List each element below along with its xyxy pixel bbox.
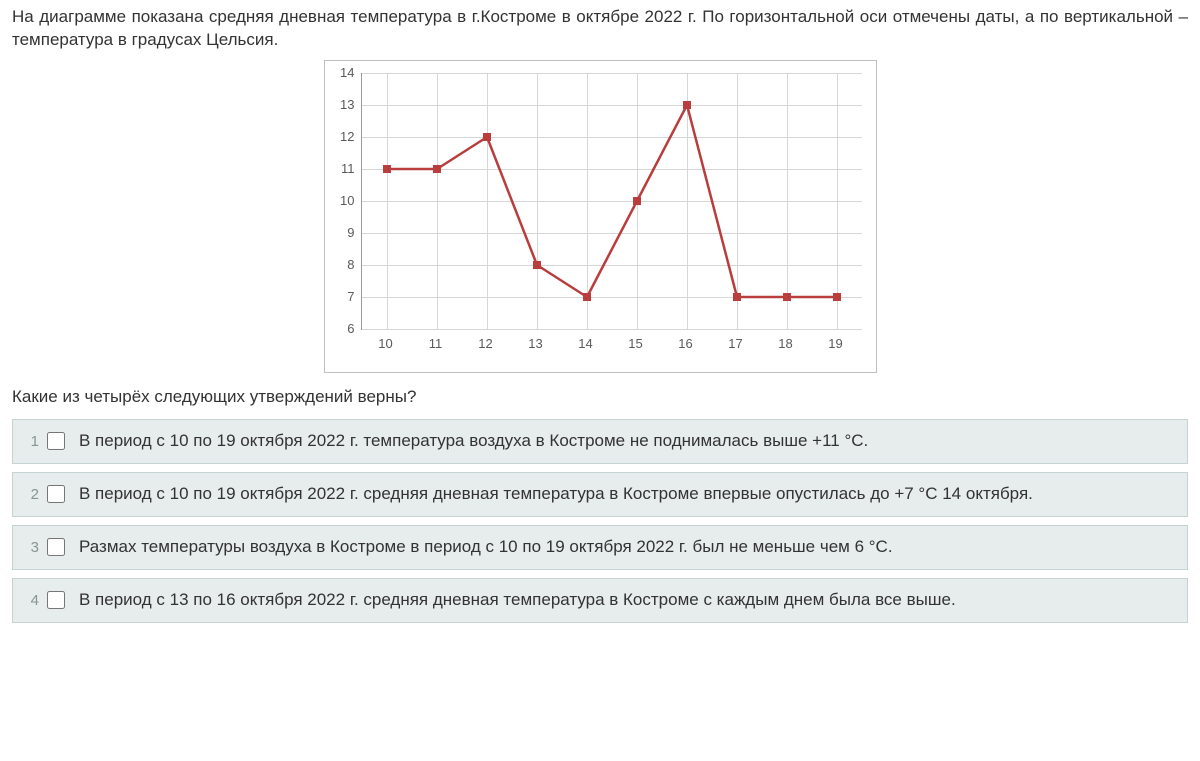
x-tick-label: 16 bbox=[678, 336, 692, 351]
x-tick-label: 19 bbox=[828, 336, 842, 351]
chart-marker bbox=[533, 261, 541, 269]
answer-number: 4 bbox=[21, 589, 39, 611]
answer-option: 1 В период с 10 по 19 октября 2022 г. тем… bbox=[12, 419, 1188, 464]
chart-marker bbox=[683, 101, 691, 109]
answer-option: 4 В период с 13 по 16 октября 2022 г. сре… bbox=[12, 578, 1188, 623]
chart-marker bbox=[433, 165, 441, 173]
answer-number: 3 bbox=[21, 536, 39, 558]
question-text: Какие из четырёх следующих утверждений в… bbox=[12, 387, 1188, 407]
chart-marker bbox=[483, 133, 491, 141]
chart-marker bbox=[833, 293, 841, 301]
answers-list: 1 В период с 10 по 19 октября 2022 г. тем… bbox=[12, 419, 1188, 623]
chart-marker bbox=[633, 197, 641, 205]
answer-option: 2 В период с 10 по 19 октября 2022 г. сре… bbox=[12, 472, 1188, 517]
y-axis: 67891011121314 bbox=[335, 73, 355, 329]
answer-text: В период с 10 по 19 октября 2022 г. темп… bbox=[79, 430, 1175, 453]
answer-option: 3 Размах температуры воздуха в Костроме в… bbox=[12, 525, 1188, 570]
x-tick-label: 14 bbox=[578, 336, 592, 351]
answer-checkbox[interactable] bbox=[47, 591, 65, 609]
x-tick-label: 13 bbox=[528, 336, 542, 351]
chart-marker bbox=[583, 293, 591, 301]
answer-checkbox[interactable] bbox=[47, 432, 65, 450]
x-tick-label: 11 bbox=[429, 336, 443, 351]
answer-number: 2 bbox=[21, 483, 39, 505]
chart-line bbox=[387, 105, 837, 297]
chart-marker bbox=[783, 293, 791, 301]
x-tick-label: 12 bbox=[478, 336, 492, 351]
x-tick-label: 17 bbox=[728, 336, 742, 351]
problem-statement: На диаграмме показана средняя дневная те… bbox=[12, 6, 1188, 52]
chart-marker bbox=[383, 165, 391, 173]
answer-number: 1 bbox=[21, 430, 39, 452]
chart-frame: 67891011121314 10 11 12 13 14 15 16 17 18 19 bbox=[324, 60, 877, 373]
answer-text: Размах температуры воздуха в Костроме в … bbox=[79, 536, 1175, 559]
answer-text: В период с 10 по 19 октября 2022 г. сред… bbox=[79, 483, 1175, 506]
answer-text: В период с 13 по 16 октября 2022 г. сред… bbox=[79, 589, 1175, 612]
x-axis: 10 11 12 13 14 15 16 17 18 19 bbox=[361, 336, 862, 354]
chart-svg bbox=[362, 73, 862, 329]
x-tick-label: 15 bbox=[628, 336, 642, 351]
answer-checkbox[interactable] bbox=[47, 538, 65, 556]
x-tick-label: 10 bbox=[378, 336, 392, 351]
chart-container: 67891011121314 10 11 12 13 14 15 16 17 18 19 bbox=[12, 60, 1188, 373]
chart-marker bbox=[733, 293, 741, 301]
answer-checkbox[interactable] bbox=[47, 485, 65, 503]
chart-plot bbox=[361, 73, 862, 330]
x-tick-label: 18 bbox=[778, 336, 792, 351]
